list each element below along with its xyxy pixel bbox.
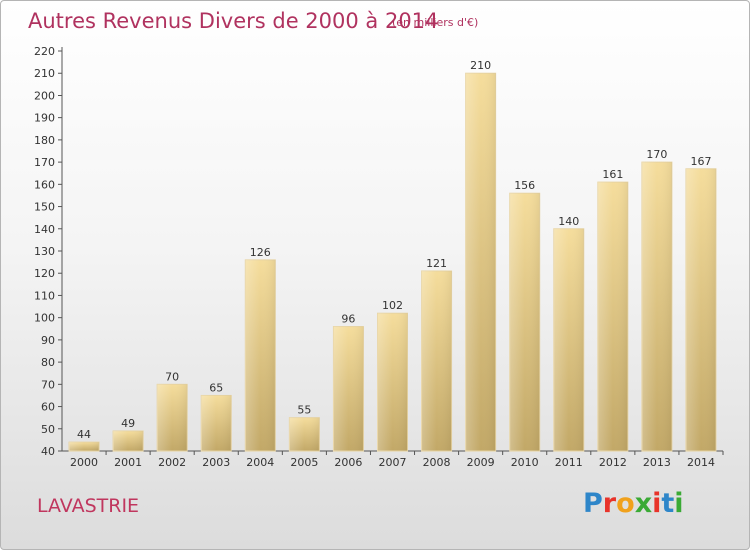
- bar-shine: [289, 417, 320, 451]
- x-tick-label: 2006: [334, 456, 362, 469]
- bar-value-label: 70: [165, 370, 179, 383]
- bar-value-label: 210: [470, 59, 491, 72]
- y-axis: 40 50 60 70 80 90 100 110 120 130 140 150 160 170 180 1…: [34, 45, 63, 458]
- x-tick-label: 2000: [70, 456, 98, 469]
- x-tick-label: 2005: [290, 456, 318, 469]
- proxiti-logo[interactable]: Proxiti: [583, 488, 684, 519]
- bar-shine: [113, 431, 144, 451]
- bar-value-label: 55: [297, 404, 311, 417]
- y-tick-label: 150: [34, 201, 55, 214]
- y-tick-label: 200: [34, 89, 55, 102]
- bar-shine: [245, 259, 276, 451]
- logo-letter: t: [661, 488, 675, 519]
- bars: [68, 72, 717, 452]
- x-tick-label: 2011: [555, 456, 583, 469]
- bar-value-label: 96: [341, 313, 355, 326]
- bar-value-label: 170: [646, 148, 667, 161]
- logo-letter: P: [583, 488, 603, 519]
- bar-value-label: 121: [426, 257, 447, 270]
- bar-value-label: 126: [250, 246, 271, 259]
- bar-shine: [465, 73, 496, 451]
- x-tick-label: 2004: [246, 456, 274, 469]
- x-axis: 2000 2001 2002 2003 2004 2005 2006 2007 2008 2009…: [62, 450, 724, 469]
- y-tick-label: 170: [34, 156, 55, 169]
- bar-value-label: 167: [690, 155, 711, 168]
- bar-value-label: 49: [121, 417, 135, 430]
- chart-title: Autres Revenus Divers de 2000 à 2014: [28, 9, 439, 33]
- bar-shine: [597, 182, 628, 451]
- x-tick-label: 2003: [202, 456, 230, 469]
- bar-shine: [377, 313, 408, 451]
- bar-shine: [157, 384, 188, 451]
- bar-shine: [509, 193, 540, 451]
- bar-labels: 44 49 70 65 126 55 96 102 121 210 156 140 161 170 167: [77, 59, 711, 441]
- logo-letter: r: [602, 488, 617, 519]
- y-tick-label: 220: [34, 45, 55, 58]
- y-tick-label: 210: [34, 67, 55, 80]
- x-tick-label: 2008: [423, 456, 451, 469]
- logo-letter: i: [652, 488, 662, 519]
- y-tick-label: 40: [41, 445, 55, 458]
- bar-shine: [421, 271, 452, 451]
- place-name: LAVASTRIE: [37, 495, 140, 517]
- y-tick-label: 160: [34, 178, 55, 191]
- y-tick-label: 180: [34, 134, 55, 147]
- bar-value-label: 102: [382, 299, 403, 312]
- x-tick-label: 2009: [467, 456, 495, 469]
- bar-shine: [333, 326, 364, 451]
- bar-value-label: 156: [514, 179, 535, 192]
- bar-shine: [69, 442, 100, 451]
- x-tick-label: 2014: [687, 456, 715, 469]
- bar-shine: [553, 228, 584, 451]
- y-tick-label: 120: [34, 267, 55, 280]
- y-tick-label: 50: [41, 423, 55, 436]
- bar-shine: [641, 162, 672, 451]
- y-tick-label: 110: [34, 289, 55, 302]
- bar-shine: [201, 395, 232, 451]
- logo-letter: i: [674, 488, 684, 519]
- y-tick-label: 140: [34, 223, 55, 236]
- bar-value-label: 140: [558, 215, 579, 228]
- y-tick-label: 70: [41, 378, 55, 391]
- x-tick-label: 2010: [511, 456, 539, 469]
- bar-value-label: 65: [209, 381, 223, 394]
- bar-value-label: 161: [602, 168, 623, 181]
- logo-letter: x: [634, 488, 653, 519]
- x-tick-label: 2007: [379, 456, 407, 469]
- y-tick-label: 60: [41, 401, 55, 414]
- logo-letter: o: [616, 488, 635, 519]
- y-tick-label: 100: [34, 312, 55, 325]
- chart-subtitle: (en milliers d'€): [392, 16, 479, 29]
- y-tick-label: 130: [34, 245, 55, 258]
- y-tick-label: 90: [41, 334, 55, 347]
- y-tick-label: 80: [41, 356, 55, 369]
- bar-value-label: 44: [77, 428, 91, 441]
- bar-shine: [685, 168, 716, 451]
- y-tick-label: 190: [34, 112, 55, 125]
- x-tick-label: 2012: [599, 456, 627, 469]
- x-tick-label: 2001: [114, 456, 142, 469]
- x-tick-label: 2002: [158, 456, 186, 469]
- x-tick-label: 2013: [643, 456, 671, 469]
